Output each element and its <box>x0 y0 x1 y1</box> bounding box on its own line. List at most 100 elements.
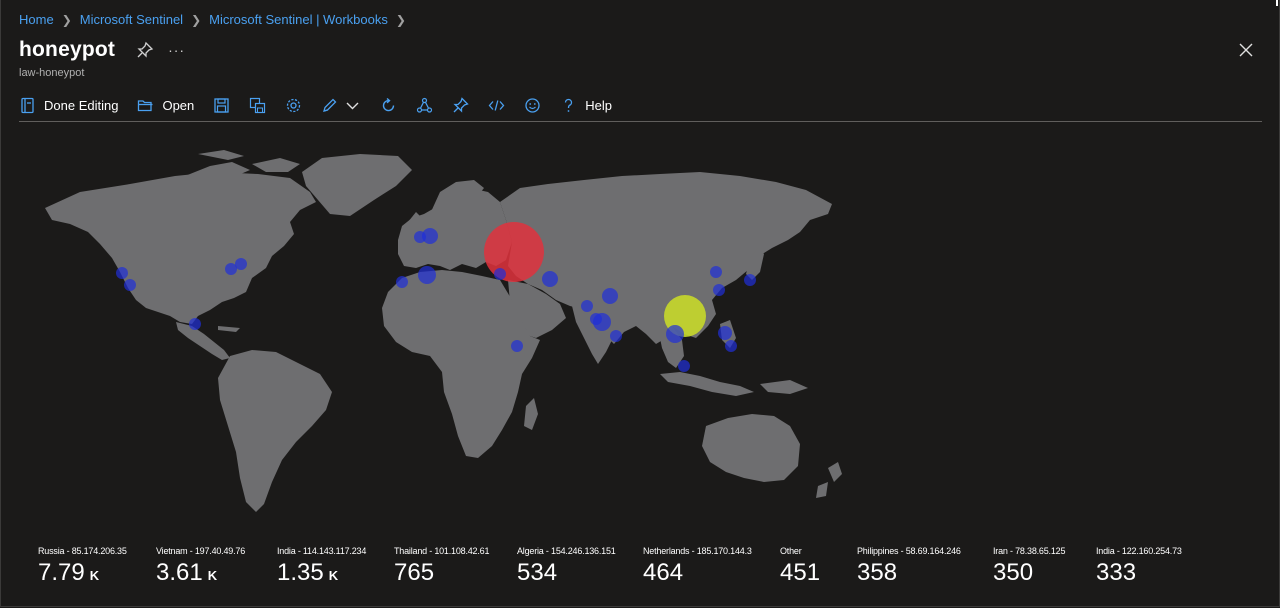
open-button[interactable]: Open <box>137 97 194 114</box>
stat-value: 3.61 <box>156 559 203 586</box>
stat-value: 358 <box>857 559 898 586</box>
bubble[interactable] <box>713 284 725 296</box>
bubble[interactable] <box>124 279 136 291</box>
stat-unit: K <box>207 568 218 583</box>
bubble[interactable] <box>744 274 756 286</box>
stat-tile[interactable]: India - 114.143.117.234 1.35 K <box>277 546 366 587</box>
stat-value-row: 534 <box>517 559 616 587</box>
stat-label: Philippines - 58.69.164.246 <box>857 546 961 556</box>
chevron-down-icon <box>346 102 359 109</box>
save-button[interactable] <box>213 97 230 114</box>
breadcrumb-sentinel[interactable]: Microsoft Sentinel <box>79 12 184 27</box>
bubble-philippines[interactable] <box>718 326 732 340</box>
open-label: Open <box>162 97 195 113</box>
save-as-button[interactable] <box>249 97 266 114</box>
done-editing-label: Done Editing <box>44 97 119 113</box>
bubble[interactable] <box>116 267 128 279</box>
stat-unit: K <box>328 568 339 583</box>
stat-value: 765 <box>394 559 435 586</box>
bubble[interactable] <box>678 360 690 372</box>
edit-dropdown[interactable] <box>344 97 361 114</box>
stat-tile[interactable]: Algeria - 154.246.136.151 534 <box>517 546 616 587</box>
stats-tiles: Russia - 85.174.206.35 7.79 K Vietnam - 1… <box>0 546 1280 596</box>
settings-button[interactable] <box>285 97 302 114</box>
save-as-icon <box>250 97 266 113</box>
stat-value: 464 <box>643 559 684 586</box>
stat-value: 350 <box>993 559 1034 586</box>
stat-value: 333 <box>1096 559 1137 586</box>
page-subtitle: law-honeypot <box>19 67 85 79</box>
bubble[interactable] <box>590 313 602 325</box>
stat-value-row: 358 <box>857 559 961 587</box>
page-title: honeypot <box>19 38 116 61</box>
stat-label: Thailand - 101.108.42.61 <box>394 546 490 556</box>
smiley-icon <box>525 97 540 113</box>
gear-icon <box>287 98 301 112</box>
stat-value-row: 333 <box>1096 559 1182 587</box>
folder-open-icon <box>138 99 153 111</box>
bubble[interactable] <box>610 330 622 342</box>
bubble-india-2[interactable] <box>602 288 618 304</box>
bubble[interactable] <box>725 340 737 352</box>
bubble-russia[interactable] <box>484 222 544 282</box>
bubble-netherlands[interactable] <box>422 228 438 244</box>
code-icon <box>488 99 505 111</box>
stat-tile[interactable]: Vietnam - 197.40.49.76 3.61 K <box>156 546 245 587</box>
bubble-thailand[interactable] <box>666 325 684 343</box>
stat-tile[interactable]: India - 122.160.254.73 333 <box>1096 546 1182 587</box>
bubble[interactable] <box>189 318 201 330</box>
world-map[interactable] <box>0 130 900 530</box>
stat-value-row: 7.79 K <box>38 559 127 587</box>
bubble-algeria[interactable] <box>418 266 436 284</box>
stat-tile[interactable]: Thailand - 101.108.42.61 765 <box>394 546 489 587</box>
notebook-icon <box>21 97 34 113</box>
stat-tile[interactable]: Philippines - 58.69.164.246 358 <box>857 546 961 587</box>
help-button[interactable]: Help <box>560 97 612 114</box>
map-land <box>45 150 842 512</box>
refresh-button[interactable] <box>380 97 397 114</box>
stat-unit: K <box>89 568 100 583</box>
stat-value-row: 464 <box>643 559 752 587</box>
stat-value-row: 765 <box>394 559 489 587</box>
stat-tile[interactable]: Russia - 85.174.206.35 7.79 K <box>38 546 127 587</box>
stat-tile[interactable]: Iran - 78.38.65.125 350 <box>993 546 1065 587</box>
stat-value-row: 3.61 K <box>156 559 245 587</box>
help-label: Help <box>585 97 613 113</box>
bubble[interactable] <box>396 276 408 288</box>
stat-label: Vietnam - 197.40.49.76 <box>156 546 246 556</box>
bubble[interactable] <box>710 266 722 278</box>
breadcrumb-home[interactable]: Home <box>19 12 54 27</box>
stat-tile[interactable]: Netherlands - 185.170.144.3 464 <box>643 546 752 587</box>
chevron-right-icon: ❯ <box>61 12 72 27</box>
stat-label: Algeria - 154.246.136.151 <box>517 546 616 556</box>
bubble[interactable] <box>494 268 506 280</box>
close-icon[interactable] <box>1238 42 1254 58</box>
stat-label: Iran - 78.38.65.125 <box>993 546 1066 556</box>
more-options-icon[interactable]: ··· <box>168 42 186 58</box>
bubble[interactable] <box>511 340 523 352</box>
world-map-svg <box>45 150 842 512</box>
stat-tile[interactable]: Other 451 <box>780 546 825 587</box>
corner-mark <box>1276 0 1278 6</box>
bubble[interactable] <box>235 258 247 270</box>
share-button[interactable] <box>416 97 433 114</box>
pin-button[interactable] <box>452 96 469 114</box>
bubble[interactable] <box>581 300 593 312</box>
bubble[interactable] <box>225 263 237 275</box>
breadcrumb-workbooks[interactable]: Microsoft Sentinel | Workbooks <box>209 12 388 27</box>
bubble-iran[interactable] <box>542 271 558 287</box>
stat-label: Russia - 85.174.206.35 <box>38 546 127 556</box>
save-icon <box>214 97 229 113</box>
edit-button[interactable] <box>321 97 338 114</box>
feedback-button[interactable] <box>524 97 541 114</box>
stat-label: India - 114.143.117.234 <box>277 546 367 556</box>
stat-label: Other <box>780 546 802 556</box>
bubble[interactable] <box>414 231 426 243</box>
stat-value: 534 <box>517 559 558 586</box>
stat-label: India - 122.160.254.73 <box>1096 546 1182 556</box>
code-button[interactable] <box>488 97 505 114</box>
pin-icon <box>453 96 469 113</box>
done-editing-button[interactable]: Done Editing <box>19 97 118 114</box>
chevron-right-icon: ❯ <box>191 12 202 27</box>
pin-icon[interactable] <box>136 41 154 59</box>
